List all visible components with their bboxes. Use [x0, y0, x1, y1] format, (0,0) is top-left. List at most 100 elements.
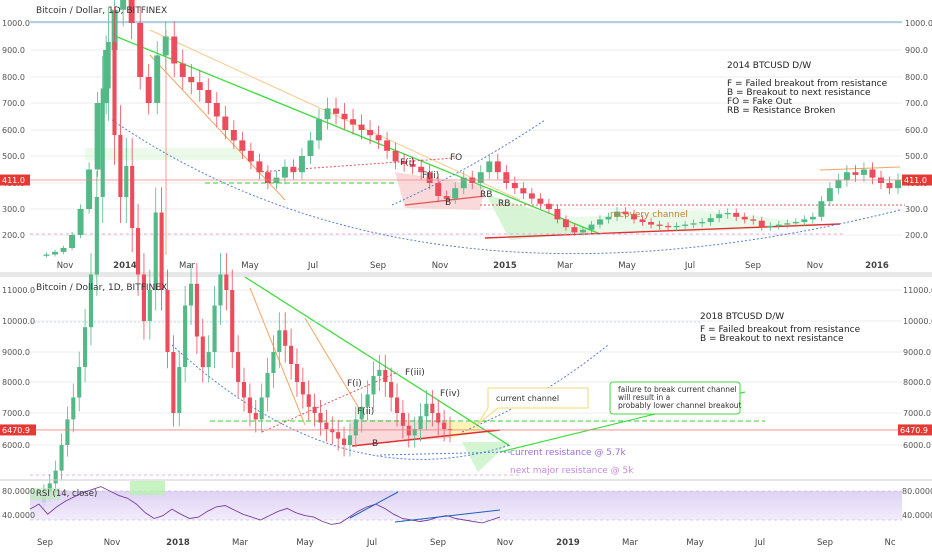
- panel-2018-x-tick-2: 2018: [166, 538, 190, 548]
- panel-2014-candle-89: [792, 218, 799, 228]
- panel-2018-x-tick-5: Jul: [366, 538, 377, 548]
- panel-2014-x-tick-8: Mar: [557, 261, 574, 271]
- panel-2018-title: Bitcoin / Dollar, 1D, BITFINEX: [36, 283, 167, 293]
- panel-2014-candle-42: [392, 142, 399, 170]
- panel-2014-candle-34: [324, 97, 331, 130]
- panel-2018-blue-arc: [171, 344, 511, 460]
- panel-2018-x-tick-11: Jul: [754, 538, 765, 548]
- panel-2014-price-badge-right-bg: [902, 174, 932, 186]
- panel-2018-candle-16: [130, 138, 135, 253]
- panel-2018-candle-50: [330, 416, 335, 445]
- panel-2014-candle-62: [562, 215, 569, 231]
- panel-2014-candle-57: [520, 182, 527, 200]
- panel-2014-x-tick-7: 2015: [493, 261, 517, 271]
- panel-2014-x-axis: Nov 2014 Mar May Jul Sep Nov 2015 Mar May Jul Sep No…: [57, 261, 889, 271]
- panel-2014: F(i) F(ii) FO B RB RB recovery channel 2…: [0, 0, 932, 271]
- panel-2014-y-tick-right-7: 900.0: [905, 46, 928, 55]
- panel-2014-candle-24: [239, 131, 246, 160]
- panel-2014-candle-2: [52, 249, 59, 257]
- panel-2018-callout-failure: failure to break current channel will re…: [609, 381, 742, 415]
- panel-2014-candle-30: [290, 159, 297, 180]
- panel-2018-green-zone: [462, 442, 510, 472]
- panel-2018-candle-33: [230, 269, 235, 369]
- panel-2018-price-badge-right: 6470.9: [898, 424, 932, 436]
- panel-2014-candle-33: [316, 108, 322, 150]
- panel-2018-candle-6: [71, 383, 76, 433]
- panel-2018-label-fi: F(i): [347, 379, 362, 389]
- rsi-tick-left-40: 40.0000: [2, 511, 35, 520]
- panel-2014-candle-83: [741, 212, 748, 224]
- panel-2018-price-badge-right-bg: [898, 424, 932, 436]
- panel-2018-price-badge-left: 6470.9: [0, 424, 36, 436]
- panel-2018-y-tick-left-3: 9000.0: [2, 348, 30, 357]
- panel-2014-price-badge-left: 411.0: [0, 174, 30, 186]
- rsi-overbought-highlight-left: [30, 488, 60, 500]
- rsi-divergence-line-1: [349, 491, 399, 519]
- panel-2018-x-tick-10: May: [686, 538, 704, 548]
- panel-2014-candle-92: [818, 196, 825, 222]
- panel-2014-candle-26: [256, 153, 263, 180]
- panel-2018-candle-59: [383, 354, 388, 397]
- panel-2018-orange-trend-2: [304, 317, 361, 411]
- panel-2018-price-badge-left-text: 6470.9: [2, 426, 30, 435]
- panel-2014-candle-73: [656, 220, 663, 230]
- panel-2014-candle-10: [120, 0, 127, 27]
- panel-2014-y-tick-right-8: 1000.0: [905, 19, 932, 28]
- panel-2014-price-badge-right: 411.0: [902, 174, 932, 186]
- panel-2014-candle-23: [230, 120, 237, 150]
- panel-2018-candle-21: [159, 187, 164, 311]
- panel-2018-candle-28: [200, 318, 205, 383]
- panel-2018-candle-42: [283, 312, 288, 363]
- panel-2014-label-fi: F(i): [400, 158, 415, 168]
- panel-2018-candle-47: [312, 393, 317, 427]
- panel-2018-plot-bg: [30, 277, 902, 480]
- panel-2018-price-badge-right-text: 6470.9: [900, 426, 928, 435]
- panel-2014-candle-59: [537, 193, 544, 209]
- panel-2014-y-tick-left-3: 500.0: [2, 152, 25, 161]
- panel-2018-y-tick-right-3: 9000.0: [903, 348, 931, 357]
- panel-2014-candle-71: [639, 215, 646, 226]
- rsi-title: RSI (14, close): [36, 489, 97, 499]
- panel-2014-candle-25: [247, 142, 254, 170]
- panel-2014-candle-98: [869, 162, 876, 185]
- panel-2014-x-tick-3: May: [241, 261, 259, 271]
- panel-2014-candle-47: [435, 176, 442, 202]
- panel-2014-candle-87: [775, 220, 782, 230]
- panel-2018-candle-52: [341, 426, 347, 457]
- panel-2018-candle-31: [218, 253, 223, 326]
- panel-2014-candle-80: [716, 209, 723, 223]
- panel-2014-price-badge-left-text: 411.0: [2, 176, 25, 185]
- panel-2014-red-rising-support: [484, 223, 841, 239]
- panel-2014-candle-90: [801, 215, 808, 226]
- panel-2018-candle-61: [394, 383, 400, 427]
- panel-2018-candle-15: [124, 138, 129, 224]
- panel-2014-candle-21: [213, 92, 220, 128]
- panel-2018-candle-24: [177, 351, 182, 427]
- panel-2018-candle-53: [347, 423, 353, 457]
- panel-2018-candles: [41, 6, 453, 511]
- panel-2014-blue-arc: [111, 119, 901, 255]
- panel-2018-legend-title: 2018 BTCUSD D/W: [700, 312, 784, 322]
- panel-2014-x-tick-5: Sep: [370, 261, 386, 271]
- panel-2014-x-tick-13: 2016: [865, 261, 889, 271]
- panel-2018-candle-3: [53, 460, 58, 493]
- panel-2018-x-tick-13: Nc: [884, 538, 895, 548]
- panel-2014-candle-35: [333, 97, 339, 125]
- panel-2018-price-badge-left-bg: [0, 424, 36, 436]
- panel-2018-candle-46: [306, 380, 311, 421]
- panel-2014-candle-18: [188, 64, 195, 95]
- panel-2014-candle-72: [648, 218, 655, 229]
- panel-2014-candle-3: [60, 245, 67, 255]
- panel-2018-y-tick-right-5: 11000.0: [903, 286, 932, 295]
- panel-2018-x-tick-1: Nov: [104, 538, 121, 548]
- panel-2018-red-dotted-resistance: [261, 371, 399, 433]
- panel-2018-candle-18: [141, 253, 147, 340]
- panel-2014-y-tick-right-6: 800.0: [905, 73, 928, 82]
- rsi-tick-right-40: 40.0000: [902, 511, 932, 520]
- panel-2018-candle-62: [400, 399, 405, 439]
- panel-2018-y-axis: 6000.0 6000.0 7000.0 7000.0 8000.0 8000.0 9000…: [2, 286, 932, 450]
- panel-2014-x-tick-12: Nov: [807, 261, 824, 271]
- panel-2014-candle-86: [767, 222, 774, 231]
- panel-2018-candle-14: [118, 105, 123, 224]
- panel-2018-candle-13: [112, 6, 117, 165]
